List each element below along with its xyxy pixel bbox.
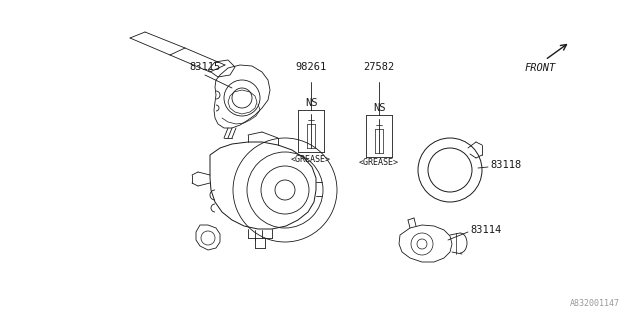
Text: 98261: 98261 [296, 62, 326, 72]
Text: <GREASE>: <GREASE> [359, 158, 399, 167]
Text: FRONT: FRONT [525, 63, 556, 73]
Text: A832001147: A832001147 [570, 299, 620, 308]
Text: 27582: 27582 [364, 62, 395, 72]
Text: NS: NS [305, 98, 317, 108]
Text: 83115: 83115 [189, 62, 221, 72]
Text: 83114: 83114 [470, 225, 501, 235]
Text: 83118: 83118 [490, 160, 521, 170]
Text: <GREASE>: <GREASE> [291, 155, 331, 164]
Text: NS: NS [372, 103, 385, 113]
